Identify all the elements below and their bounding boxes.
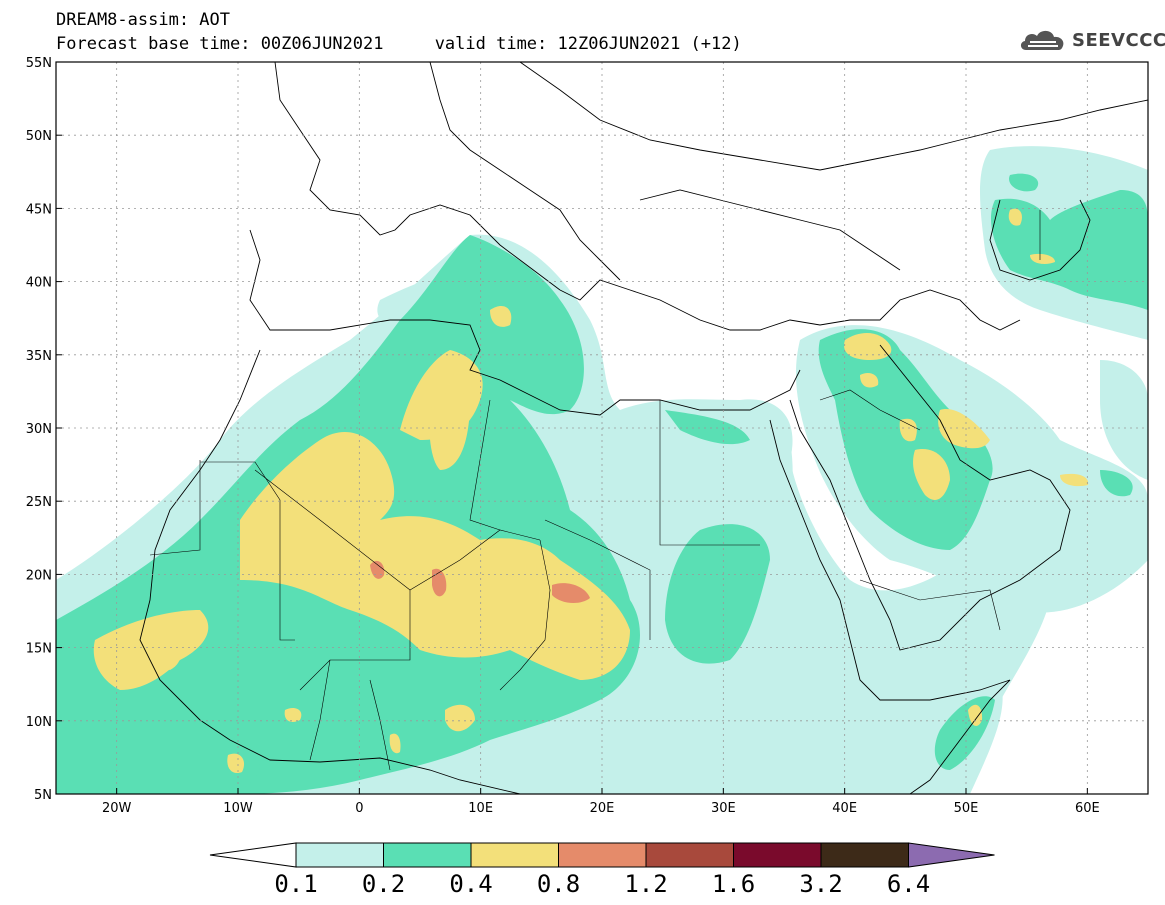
lat-tick-label: 10N <box>26 715 52 730</box>
colorbar-label: 0.8 <box>536 870 581 898</box>
lon-tick-label: 10W <box>223 801 253 816</box>
colorbar-label: 1.6 <box>711 870 756 898</box>
colorbar-swatch <box>645 842 734 868</box>
colorbar-label: 0.4 <box>449 870 493 898</box>
seevccc-logo: SEEVCCC <box>1018 26 1165 54</box>
colorbar-under-triangle <box>209 842 297 868</box>
borders <box>149 210 1041 771</box>
colorbar-swatch <box>558 842 647 868</box>
lat-tick-label: 5N <box>34 788 52 803</box>
colorbar-label: 3.2 <box>799 870 843 898</box>
colorbar-over-triangle <box>908 842 995 868</box>
colorbar-label: 0.2 <box>361 870 406 898</box>
lon-tick-label: 20E <box>590 801 615 816</box>
lat-tick-label: 15N <box>26 642 52 657</box>
lon-tick-label: 0 <box>355 801 363 816</box>
colorbar-label: 6.4 <box>886 870 931 898</box>
colorbar-swatch <box>470 842 559 868</box>
lat-tick-label: 30N <box>26 422 52 437</box>
lon-tick-label: 40E <box>832 801 857 816</box>
map-subtitle: Forecast base time: 00Z06JUN2021 valid t… <box>56 34 742 54</box>
map-title: DREAM8-assim: AOT <box>56 10 230 30</box>
logo-text: SEEVCCC <box>1072 29 1165 51</box>
lon-tick-label: 60E <box>1075 801 1100 816</box>
lat-tick-label: 35N <box>26 349 52 364</box>
lon-tick-label: 10E <box>468 801 493 816</box>
aot-level-08 <box>370 560 590 604</box>
colorbar-label: 1.2 <box>624 870 668 898</box>
grid-lines <box>56 62 1148 794</box>
lat-tick-label: 45N <box>26 202 52 217</box>
cloud-icon <box>1020 30 1064 50</box>
lon-tick-label: 20W <box>102 801 132 816</box>
lat-tick-label: 20N <box>26 568 52 583</box>
lat-tick-label: 55N <box>26 56 52 71</box>
aot-field <box>56 62 1148 794</box>
lon-tick-label: 50E <box>954 801 979 816</box>
lat-tick-label: 50N <box>26 129 52 144</box>
axis-ticks: 20W 10W 0 10E 20E 30E 40E 50E 60E 55N 50N 45N 40N 35N… <box>26 56 1100 816</box>
colorbar-swatch <box>820 842 909 868</box>
colorbar-swatch <box>383 842 472 868</box>
lat-tick-label: 25N <box>26 495 52 510</box>
aot-level-04 <box>93 208 1089 774</box>
colorbar-label: 0.1 <box>274 870 318 898</box>
colorbar-swatch <box>733 842 822 868</box>
colorbar-swatch <box>295 842 384 868</box>
lat-tick-label: 40N <box>26 276 52 291</box>
colorbar <box>209 842 995 868</box>
lon-tick-label: 30E <box>711 801 736 816</box>
